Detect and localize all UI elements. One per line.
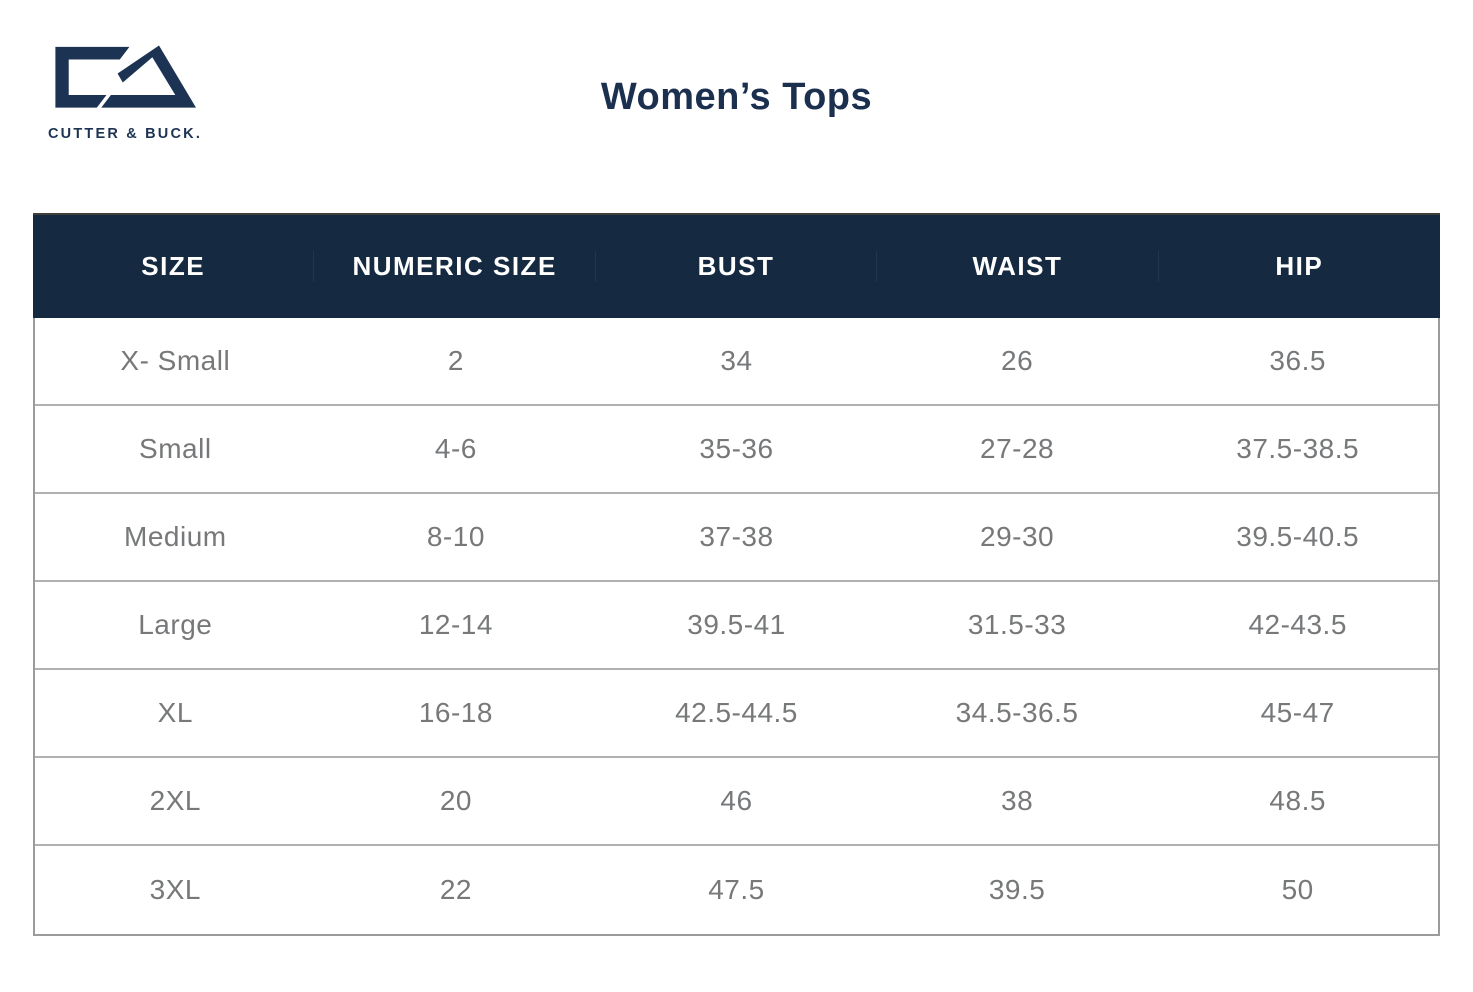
table-row-xl: XL 16-18 42.5-44.5 34.5-36.5 45-47 [35, 670, 1438, 758]
cell-waist: 31.5-33 [967, 609, 1067, 640]
cell-bust: 42.5-44.5 [675, 697, 798, 728]
table-row-3xl: 3XL 22 47.5 39.5 50 [35, 846, 1438, 934]
cell-hip: 50 [1281, 874, 1314, 905]
cell-bust: 35-36 [699, 433, 774, 464]
cell-hip: 36.5 [1269, 345, 1326, 376]
cell-bust: 37-38 [699, 521, 774, 552]
cell-bust: 46 [720, 785, 753, 816]
brand-wordmark: CUTTER & BUCK. [48, 126, 203, 142]
cell-size: Large [138, 609, 213, 640]
table-row-large: Large 12-14 39.5-41 31.5-33 42-43.5 [35, 582, 1438, 670]
cell-hip: 37.5-38.5 [1236, 433, 1360, 464]
cell-numeric-size: 4-6 [434, 433, 477, 464]
table-row-2xl: 2XL 20 46 38 48.5 [35, 758, 1438, 846]
cell-numeric-size: 8-10 [426, 521, 485, 552]
cell-size: Medium [124, 521, 227, 552]
column-header-size: SIZE [33, 251, 315, 282]
cutter-buck-monogram-icon [55, 45, 196, 108]
cell-waist: 34.5-36.5 [955, 697, 1079, 728]
cell-bust: 47.5 [708, 874, 765, 905]
cell-hip: 42-43.5 [1248, 609, 1347, 640]
cell-waist: 38 [1001, 785, 1034, 816]
cell-hip: 45-47 [1260, 697, 1335, 728]
cell-numeric-size: 16-18 [418, 697, 493, 728]
cell-waist: 26 [1001, 345, 1034, 376]
page-title: Women’s Tops [600, 76, 873, 118]
size-chart-table: SIZE NUMERIC SIZE BUST WAIST HIP X- Smal… [33, 213, 1440, 936]
table-row-medium: Medium 8-10 37-38 29-30 39.5-40.5 [35, 494, 1438, 582]
column-header-numeric-size: NUMERIC SIZE [314, 251, 596, 282]
cell-size: 3XL [149, 874, 201, 905]
cell-numeric-size: 20 [439, 785, 472, 816]
brand-logo: CUTTER & BUCK. [48, 34, 203, 142]
cell-waist: 39.5 [988, 874, 1046, 905]
table-row-x-small: X- Small 2 34 26 36.5 [35, 318, 1438, 406]
cell-bust: 39.5-41 [687, 609, 786, 640]
column-header-hip: HIP [1275, 251, 1324, 281]
cell-hip: 39.5-40.5 [1236, 521, 1360, 552]
cell-numeric-size: 2 [447, 345, 464, 376]
cell-numeric-size: 22 [439, 874, 472, 905]
cell-size: Small [139, 433, 212, 464]
cell-size: 2XL [149, 785, 201, 816]
cell-waist: 29-30 [980, 521, 1055, 552]
column-header-waist: WAIST [877, 251, 1159, 282]
cell-bust: 34 [720, 345, 753, 376]
cell-waist: 27-28 [980, 433, 1055, 464]
cell-size: XL [157, 697, 193, 728]
cell-numeric-size: 12-14 [418, 609, 493, 640]
cell-size: X- Small [120, 345, 231, 376]
table-row-small: Small 4-6 35-36 27-28 37.5-38.5 [35, 406, 1438, 494]
column-header-bust: BUST [596, 251, 878, 282]
table-header-row: SIZE NUMERIC SIZE BUST WAIST HIP [33, 213, 1440, 318]
cell-hip: 48.5 [1269, 785, 1326, 816]
table-body: X- Small 2 34 26 36.5 Small 4-6 35-36 27… [33, 318, 1440, 936]
